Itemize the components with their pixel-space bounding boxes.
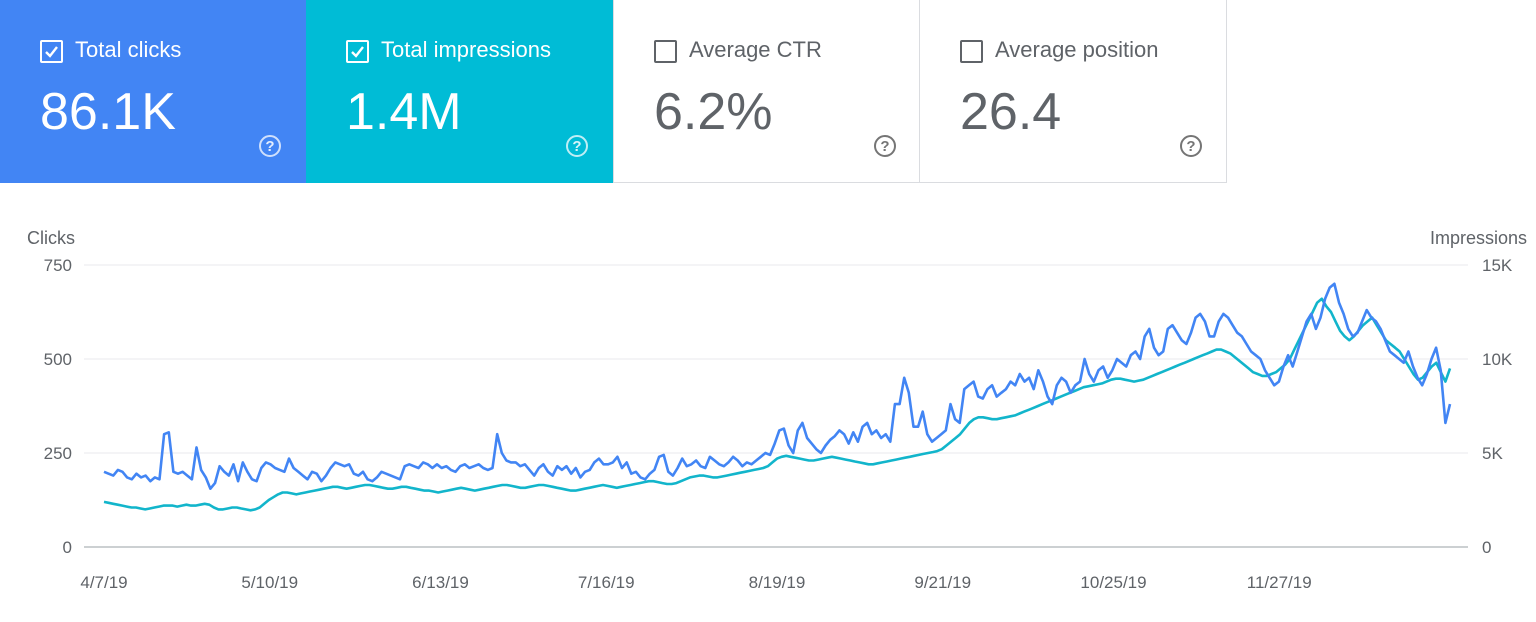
metric-value: 6.2%	[654, 83, 773, 141]
y-right-tick-label: 10K	[1482, 350, 1513, 369]
y-left-ticks: 0 250 500 750	[44, 256, 72, 557]
x-tick-label: 8/19/19	[749, 573, 806, 592]
metric-label: Average position	[995, 37, 1159, 62]
checkbox-checked-icon[interactable]	[346, 40, 369, 63]
impressions-series-line	[103, 297, 1452, 512]
y-left-tick-label: 0	[63, 538, 72, 557]
help-icon[interactable]: ?	[874, 135, 896, 157]
x-tick-label: 7/16/19	[578, 573, 635, 592]
y-right-ticks: 0 5K 10K 15K	[1482, 256, 1513, 557]
metric-label: Total impressions	[381, 37, 551, 62]
checkbox-checked-icon[interactable]	[40, 40, 63, 63]
metric-card-total-impressions[interactable]: Total impressions 1.4M ?	[306, 0, 613, 183]
help-icon[interactable]: ?	[566, 135, 588, 157]
x-ticks: 4/7/19 5/10/19 6/13/19 7/16/19 8/19/19 9/21/1…	[80, 573, 1311, 592]
y-left-tick-label: 750	[44, 256, 72, 275]
gridlines	[84, 264, 1468, 548]
metric-value: 86.1K	[40, 83, 176, 141]
checkbox-unchecked-icon[interactable]	[960, 40, 983, 63]
y-right-tick-label: 5K	[1482, 444, 1503, 463]
metric-label: Average CTR	[689, 37, 822, 62]
y-right-tick-label: 0	[1482, 538, 1491, 557]
checkbox-unchecked-icon[interactable]	[654, 40, 677, 63]
x-tick-label: 5/10/19	[241, 573, 298, 592]
y-left-tick-label: 250	[44, 444, 72, 463]
y-right-tick-label: 15K	[1482, 256, 1513, 275]
y-left-tick-label: 500	[44, 350, 72, 369]
metric-card-average-ctr[interactable]: Average CTR 6.2% ?	[613, 0, 920, 183]
x-tick-label: 6/13/19	[412, 573, 469, 592]
x-tick-label: 11/27/19	[1247, 573, 1312, 592]
metric-card-average-position[interactable]: Average position 26.4 ?	[919, 0, 1227, 183]
help-icon[interactable]: ?	[1180, 135, 1202, 157]
metric-value: 1.4M	[346, 83, 462, 141]
x-tick-label: 9/21/19	[914, 573, 971, 592]
x-tick-label: 10/25/19	[1080, 573, 1146, 592]
y-right-axis-title: Impressions	[1430, 228, 1527, 248]
metric-card-total-clicks[interactable]: Total clicks 86.1K ?	[0, 0, 306, 183]
metric-cards: Total clicks 86.1K ? Total impressions 1…	[0, 0, 1227, 184]
help-icon[interactable]: ?	[259, 135, 281, 157]
clicks-series-line	[103, 282, 1452, 491]
y-left-axis-title: Clicks	[27, 228, 75, 248]
series-lines	[103, 282, 1452, 512]
x-tick-label: 4/7/19	[80, 573, 127, 592]
metric-label: Total clicks	[75, 37, 182, 62]
metric-value: 26.4	[960, 83, 1062, 141]
